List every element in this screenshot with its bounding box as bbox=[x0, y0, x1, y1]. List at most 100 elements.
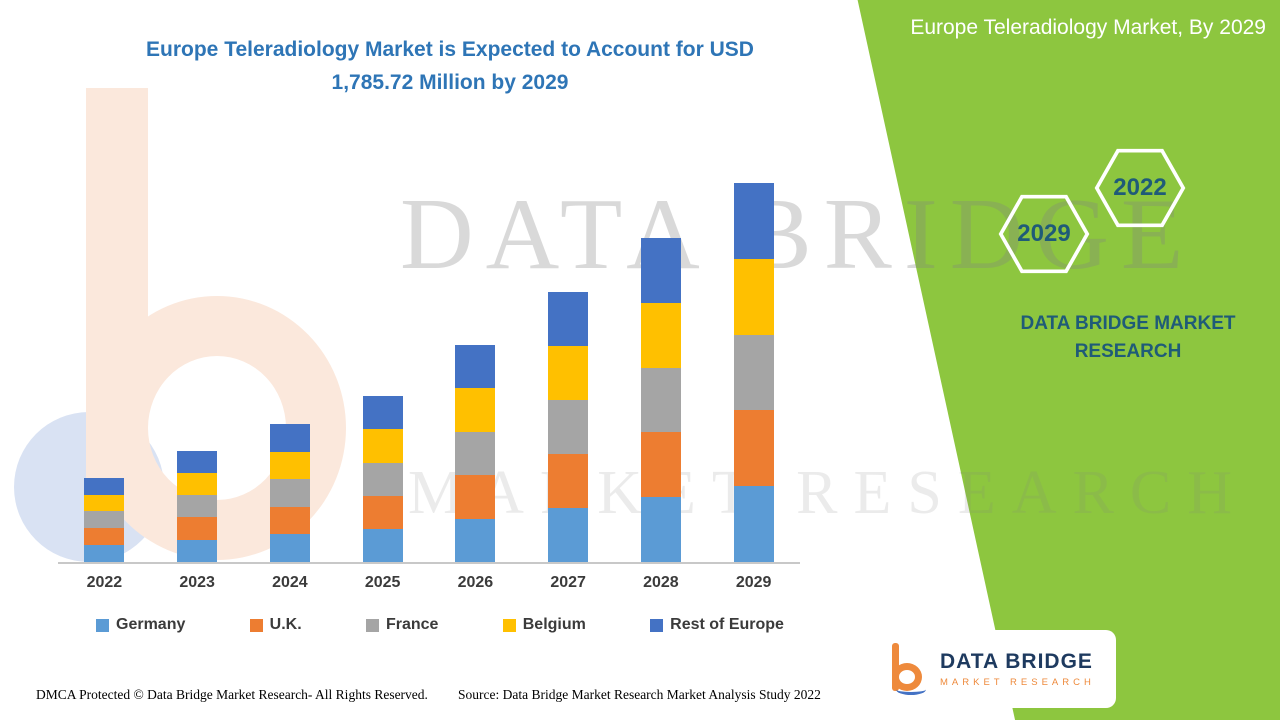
legend-item: U.K. bbox=[249, 616, 302, 634]
brand-text: DATA BRIDGE MARKET RESEARCH bbox=[1020, 313, 1236, 362]
hexagon-outline-icon bbox=[1094, 148, 1186, 228]
legend-label: Belgium bbox=[522, 616, 586, 633]
bar-segment bbox=[177, 539, 218, 562]
bar-segment bbox=[548, 346, 589, 401]
bar-segment bbox=[548, 292, 589, 347]
bar-segment bbox=[733, 410, 774, 487]
x-tick-label: 2024 bbox=[272, 574, 308, 591]
legend-swatch bbox=[96, 618, 109, 632]
plot-area bbox=[58, 182, 800, 564]
hexagon-outline-icon bbox=[998, 194, 1090, 274]
bar-segment bbox=[362, 429, 403, 463]
bar-segment bbox=[640, 367, 681, 433]
legend-label: France bbox=[385, 616, 439, 633]
stacked-bar bbox=[548, 292, 589, 562]
bar-segment bbox=[269, 506, 310, 535]
bar-segment bbox=[362, 462, 403, 496]
stacked-bar bbox=[733, 182, 774, 562]
logo-swoosh-shape bbox=[896, 684, 926, 695]
chart-title: Europe Teleradiology Market is Expected … bbox=[146, 38, 754, 94]
bar-slot bbox=[707, 182, 800, 562]
stacked-bar bbox=[177, 450, 218, 562]
company-logo: DATA BRIDGE MARKET RESEARCH bbox=[876, 630, 1116, 708]
stacked-bar bbox=[455, 345, 496, 562]
bar-segment bbox=[548, 400, 589, 455]
bar-segment bbox=[269, 534, 310, 562]
hexagon-2029-label: 2029 bbox=[1017, 220, 1071, 247]
stacked-bar bbox=[84, 477, 125, 562]
x-tick-label: 2027 bbox=[550, 574, 586, 591]
legend-item: Germany bbox=[96, 616, 185, 634]
bar-segment bbox=[548, 507, 589, 562]
bar-segment bbox=[455, 345, 496, 389]
bar-slot bbox=[522, 182, 615, 562]
legend-item: Rest of Europe bbox=[650, 616, 784, 634]
bar-slot bbox=[58, 182, 151, 562]
logo-title: DATA BRIDGE bbox=[940, 650, 1093, 673]
bar-slot bbox=[244, 182, 337, 562]
legend-label: Rest of Europe bbox=[670, 616, 784, 633]
bar-segment bbox=[455, 518, 496, 562]
bar-segment bbox=[362, 396, 403, 430]
logo-subtitle: MARKET RESEARCH bbox=[940, 677, 1095, 688]
x-axis-labels: 2022 2023 2024 2025 2026 2027 2028 2029 bbox=[58, 574, 800, 592]
bar-segment bbox=[269, 424, 310, 452]
bar-slot bbox=[151, 182, 244, 562]
bar-segment bbox=[84, 494, 125, 512]
dmca-notice: DMCA Protected © Data Bridge Market Rese… bbox=[36, 687, 428, 702]
bar-slot bbox=[336, 182, 429, 562]
bar-segment bbox=[733, 182, 774, 259]
legend-label: Germany bbox=[116, 616, 186, 633]
bar-slot bbox=[615, 182, 708, 562]
x-tick-label: 2028 bbox=[643, 574, 679, 591]
bar-segment bbox=[177, 495, 218, 518]
bar-segment bbox=[362, 495, 403, 529]
bar-segment bbox=[84, 477, 125, 495]
bar-segment bbox=[177, 517, 218, 540]
bar-segment bbox=[362, 528, 403, 562]
x-tick-label: 2023 bbox=[179, 574, 215, 591]
bar-segment bbox=[548, 454, 589, 508]
legend-swatch bbox=[650, 618, 664, 632]
panel-title: Europe Teleradiology Market, By 2029 bbox=[910, 16, 1266, 39]
hexagon-2022-label: 2022 bbox=[1113, 174, 1167, 201]
stacked-bar bbox=[269, 424, 310, 562]
legend: Germany U.K. France Belgium Rest of Europe bbox=[96, 616, 784, 634]
bar-segment bbox=[177, 473, 218, 496]
logo-text: DATA BRIDGE MARKET RESEARCH bbox=[940, 650, 1095, 688]
x-tick-label: 2022 bbox=[86, 574, 123, 591]
bar-segment bbox=[84, 528, 125, 545]
bar-segment bbox=[733, 334, 774, 411]
legend-swatch bbox=[365, 618, 379, 632]
bar-segment bbox=[455, 388, 496, 432]
bar-slot bbox=[429, 182, 522, 562]
x-tick-label: 2026 bbox=[457, 574, 494, 591]
bar-segment bbox=[640, 497, 681, 562]
hexagon-2029: 2029 bbox=[998, 194, 1090, 274]
bar-segment bbox=[640, 302, 681, 368]
bar-segment bbox=[84, 545, 125, 562]
bar-segment bbox=[640, 432, 681, 498]
stacked-bar bbox=[362, 396, 403, 562]
hexagon-2022: 2022 bbox=[1094, 148, 1186, 228]
bar-segment bbox=[269, 451, 310, 480]
legend-swatch bbox=[249, 618, 263, 632]
bar-segment bbox=[455, 475, 496, 519]
bar-segment bbox=[733, 486, 774, 562]
source-note: Source: Data Bridge Market Research Mark… bbox=[458, 687, 821, 702]
legend-swatch bbox=[502, 618, 516, 632]
data-bridge-logo-icon bbox=[890, 643, 930, 695]
x-tick-label: 2029 bbox=[735, 574, 772, 591]
watermark-text-line2: MARKET RESEARCH bbox=[408, 459, 1248, 527]
legend-label: U.K. bbox=[269, 616, 302, 633]
bar-segment bbox=[84, 511, 125, 529]
legend-item: Belgium bbox=[502, 616, 586, 634]
bar-segment bbox=[177, 450, 218, 474]
x-tick-label: 2025 bbox=[364, 574, 401, 591]
legend-item: France bbox=[365, 616, 439, 634]
bar-segment bbox=[640, 238, 681, 303]
stacked-bar bbox=[640, 238, 681, 562]
bar-segment bbox=[455, 431, 496, 476]
bar-segment bbox=[269, 479, 310, 507]
